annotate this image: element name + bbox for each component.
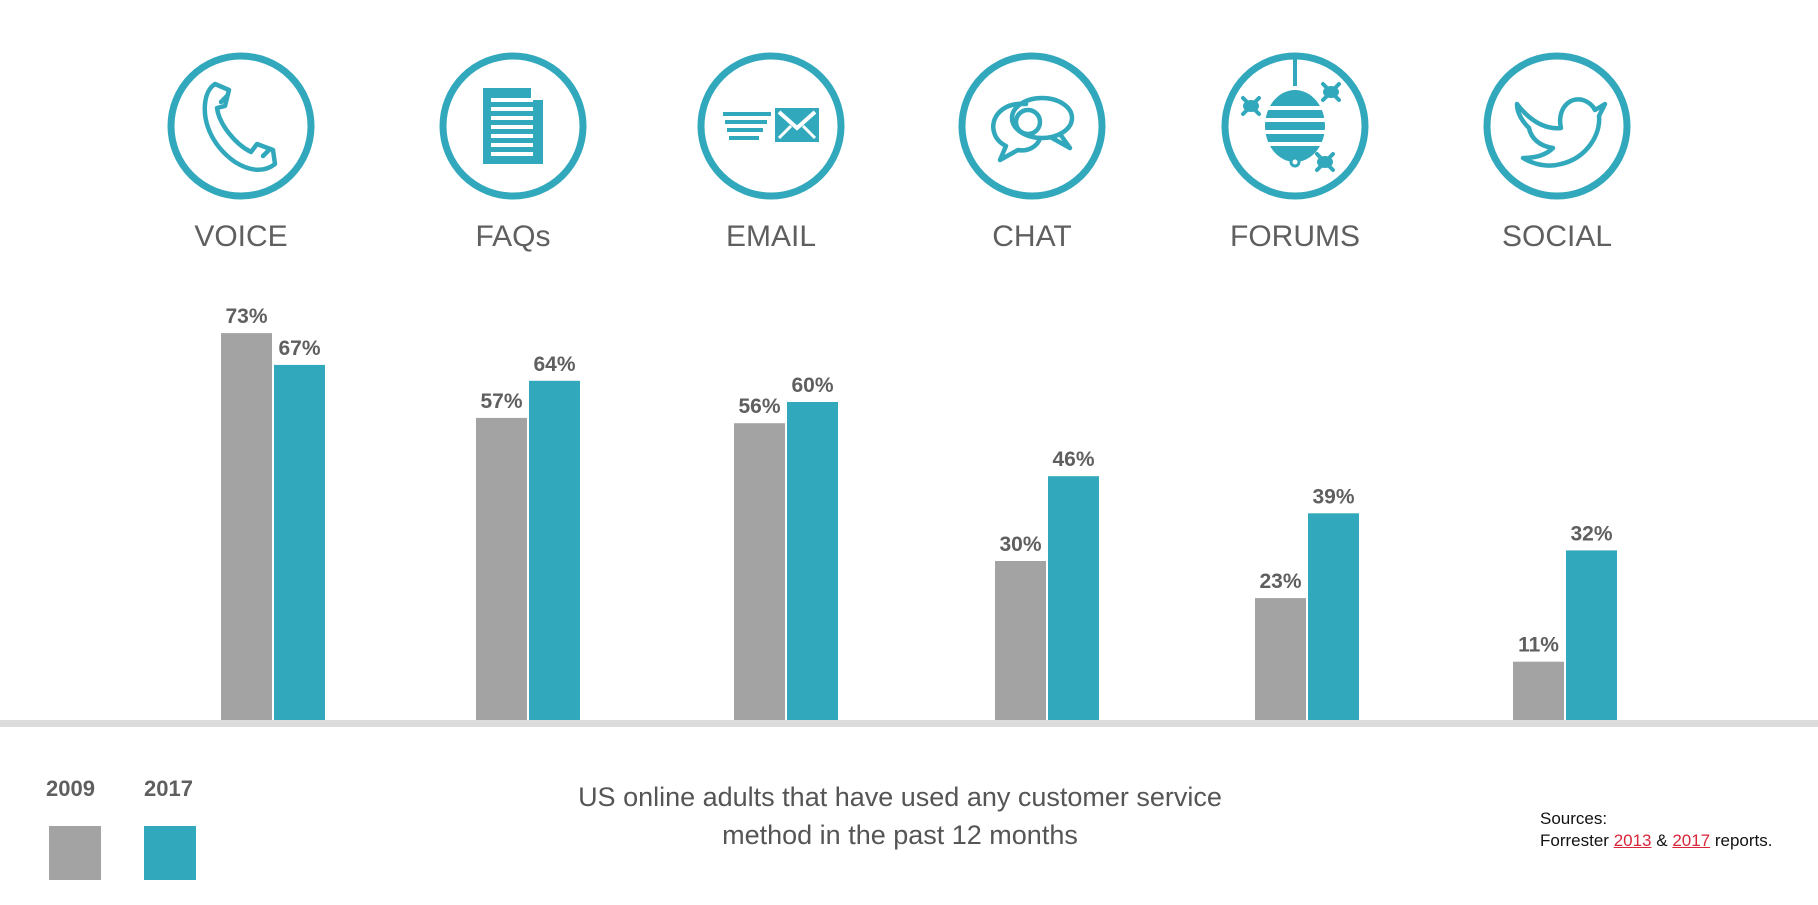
value-label-chat-2009: 30% <box>999 533 1041 556</box>
legend-swatch-2009 <box>49 826 101 880</box>
category-labels: VOICE FAQs EMAIL CHAT FORUMS SOCIAL <box>194 220 1612 253</box>
source-link-2013[interactable]: 2013 <box>1613 831 1652 850</box>
forum-hive-icon <box>1221 52 1369 200</box>
category-label-forums: FORUMS <box>1230 220 1360 253</box>
chart-caption: US online adults that have used any cust… <box>470 778 1330 854</box>
bar-forums-2009 <box>1255 598 1306 720</box>
twitter-bird-icon <box>1483 52 1631 200</box>
document-icon <box>439 52 587 200</box>
bar-email-2009 <box>734 423 785 720</box>
sources-suffix: reports. <box>1710 831 1773 850</box>
sources-heading: Sources: <box>1540 809 1608 828</box>
legend-label-2017: 2017 <box>144 776 193 801</box>
value-label-email-2009: 56% <box>738 395 780 418</box>
value-label-chat-2017: 46% <box>1052 448 1094 471</box>
bar-email-2017 <box>787 402 838 720</box>
value-label-social-2009: 11% <box>1518 634 1559 657</box>
chat-bubbles-icon <box>958 52 1106 200</box>
category-label-voice: VOICE <box>194 220 287 253</box>
category-label-faqs: FAQs <box>475 220 550 253</box>
bar-faqs-2017 <box>529 380 580 720</box>
category-label-chat: CHAT <box>992 220 1071 253</box>
value-labels: 73% 67% 57% 64% 56% 60% 30% 46% 23% 39% 11% 32% <box>225 305 1612 657</box>
email-icon <box>697 52 845 200</box>
value-label-forums-2017: 39% <box>1312 485 1354 508</box>
bar-social-2009 <box>1513 661 1564 720</box>
value-label-social-2017: 32% <box>1570 522 1612 545</box>
icons-layer <box>167 52 1631 200</box>
value-label-faqs-2017: 64% <box>533 353 575 376</box>
category-label-email: EMAIL <box>726 220 816 253</box>
bar-chat-2009 <box>995 561 1046 720</box>
sources-line: Forrester 2013 & 2017 reports. <box>1540 830 1773 852</box>
value-label-email-2017: 60% <box>791 374 833 397</box>
bar-faqs-2009 <box>476 417 527 720</box>
legend-swatch-2017 <box>144 826 196 880</box>
value-label-voice-2009: 73% <box>225 305 267 328</box>
caption-line-1: US online adults that have used any cust… <box>578 782 1222 812</box>
bars-layer <box>221 333 1617 720</box>
sources-note: Sources: Forrester 2013 & 2017 reports. <box>1540 808 1773 852</box>
bar-social-2017 <box>1566 550 1617 720</box>
value-label-faqs-2009: 57% <box>480 390 522 413</box>
sources-between: & <box>1651 831 1673 850</box>
bar-forums-2017 <box>1308 513 1359 720</box>
sources-prefix: Forrester <box>1540 831 1614 850</box>
category-label-social: SOCIAL <box>1502 220 1612 253</box>
baseline-axis <box>0 720 1818 727</box>
phone-icon <box>167 52 315 200</box>
bar-voice-2017 <box>274 364 325 720</box>
legend-label-2009: 2009 <box>46 776 95 801</box>
bar-voice-2009 <box>221 333 272 720</box>
value-label-forums-2009: 23% <box>1259 570 1301 593</box>
caption-line-2: method in the past 12 months <box>722 820 1078 850</box>
bar-chat-2017 <box>1048 476 1099 720</box>
source-link-2017[interactable]: 2017 <box>1672 831 1711 850</box>
value-label-voice-2017: 67% <box>278 337 320 360</box>
